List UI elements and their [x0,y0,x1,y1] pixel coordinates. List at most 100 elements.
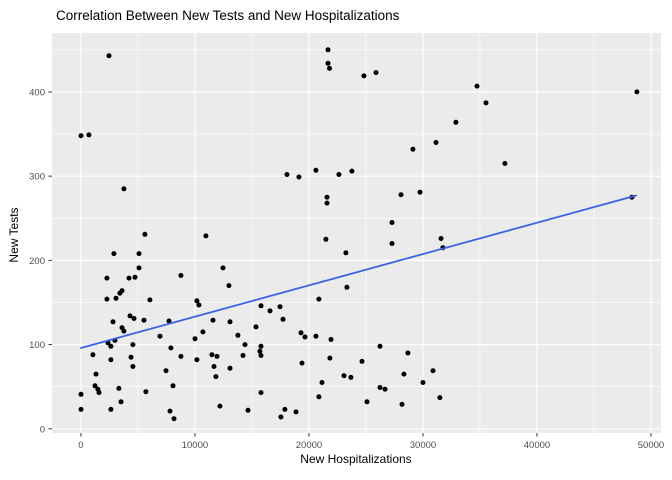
x-tick-label: 20000 [296,440,322,451]
scatter-point [298,330,304,336]
scatter-point [324,194,330,200]
scatter-point [284,172,290,177]
scatter-point [327,65,332,71]
scatter-point [132,274,138,280]
y-tick-label: 0 [40,424,45,435]
scatter-point [227,319,233,325]
y-axis-title: New Tests [7,207,21,263]
scatter-point [483,100,489,106]
scatter-point [267,308,273,314]
scatter-point [171,416,177,422]
scatter-point [147,297,153,303]
scatter-point [399,401,405,407]
scatter-point [96,390,102,396]
scatter-point [453,119,459,125]
scatter-point [474,83,480,89]
scatter-point [235,332,241,338]
scatter-point [316,296,322,302]
y-tick-label: 100 [29,340,45,351]
scatter-point [240,353,246,358]
scatter-point [170,383,176,389]
scatter-point [257,348,263,354]
scatter-point [389,220,395,225]
scatter-point [278,414,284,420]
scatter-point [136,251,142,257]
scatter-point [157,333,163,339]
y-tick-label: 200 [29,256,45,267]
scatter-point [194,298,200,304]
scatter-point [277,304,283,310]
scatter-point [178,273,184,278]
scatter-point [226,283,232,289]
scatter-point [126,275,132,281]
scatter-point [108,343,114,349]
scatter-point [194,357,200,363]
scatter-point [336,172,342,177]
scatter-point [168,345,174,351]
scatter-point [213,374,219,380]
scatter-point [325,47,331,53]
scatter-point [316,394,322,400]
scatter-point [405,350,411,356]
scatter-point [258,343,264,349]
x-tick-label: 40000 [524,440,550,451]
scatter-point [293,409,299,415]
scatter-point [373,70,379,76]
scatter-point [258,353,264,358]
scatter-point [143,389,149,395]
scatter-point [196,302,202,308]
scatter-point [433,140,439,145]
scatter-point [110,319,116,325]
scatter-point [118,399,124,405]
scatter-point [104,296,110,302]
scatter-point [420,380,426,385]
scatter-point [417,189,423,195]
scatter-point [382,386,388,392]
scatter-point [437,395,443,401]
scatter-point [258,390,264,396]
scatter-point [217,403,223,409]
scatter-point [130,364,136,369]
scatter-point [319,380,325,385]
scatter-point [401,371,407,377]
scatter-point [280,316,286,322]
trend-line [80,194,638,349]
scatter-point [324,200,330,206]
scatter-point [93,371,99,377]
scatter-point [90,352,96,358]
scatter-point [166,318,172,324]
scatter-point [200,329,206,335]
y-tick-label: 300 [29,172,45,183]
scatter-point [299,360,305,366]
scatter-point [121,328,127,334]
scatter-point [377,385,383,390]
scatter-point [136,265,142,271]
scatter-point [364,399,370,405]
scatter-point [389,241,395,246]
x-tick-label: 0 [78,440,83,451]
scatter-point [167,408,173,414]
scatter-point [178,353,184,359]
scatter-point [344,284,350,290]
scatter-point [130,342,136,348]
scatter-point [113,295,119,301]
scatter-point [210,317,216,323]
scatter-point [313,333,319,339]
scatter-point [106,53,112,59]
scatter-point [328,337,334,342]
plot-panel [52,33,661,433]
scatter-point [359,358,365,364]
scatter-point [108,357,114,363]
scatter-point [78,406,84,412]
chart-title: Correlation Between New Tests and New Ho… [56,8,400,23]
scatter-point [502,161,508,166]
scatter-point [245,407,251,413]
scatter-point [242,342,248,348]
scatter-point [141,317,147,323]
scatter-point [111,251,117,257]
scatter-point [634,89,640,95]
x-axis-title: New Hospitalizations [300,452,412,466]
x-tick-label: 10000 [182,440,208,451]
